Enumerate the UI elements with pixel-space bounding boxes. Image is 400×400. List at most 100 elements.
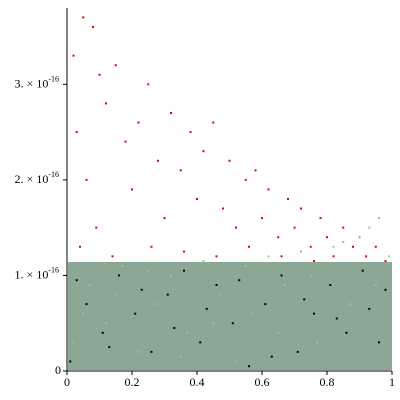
point [222, 207, 224, 210]
point [384, 288, 387, 291]
point [69, 360, 72, 363]
point [348, 303, 351, 306]
point [75, 279, 78, 282]
point [235, 226, 237, 229]
point [202, 150, 205, 153]
point [202, 260, 205, 263]
x-tick-label: 0.8 [320, 375, 335, 389]
point [124, 140, 127, 143]
point [82, 16, 85, 19]
point [316, 341, 319, 344]
point [296, 350, 299, 353]
point [313, 312, 315, 315]
point [345, 331, 348, 334]
point [251, 312, 254, 315]
point [163, 217, 166, 220]
point [248, 365, 250, 368]
point [332, 255, 335, 258]
point [72, 54, 75, 57]
point [231, 322, 234, 325]
point [309, 245, 312, 248]
point [179, 355, 182, 358]
point [235, 360, 237, 363]
point [368, 226, 371, 229]
x-tick-label: 1 [389, 375, 395, 389]
point [186, 331, 189, 334]
point [335, 317, 338, 320]
point [101, 331, 104, 334]
point [179, 169, 182, 172]
point [378, 341, 380, 344]
point [131, 188, 133, 191]
point [378, 217, 380, 220]
point [82, 312, 85, 315]
point [134, 312, 137, 315]
point [199, 341, 202, 344]
point [92, 25, 94, 28]
point [374, 245, 377, 248]
point [108, 346, 111, 349]
y-tick-label: 2. × 10-16 [15, 170, 59, 186]
point [150, 350, 153, 353]
point [277, 236, 280, 239]
point [261, 217, 263, 220]
point [183, 269, 185, 272]
point [215, 283, 218, 286]
y-tick-label: 3. × 10-16 [15, 74, 59, 90]
point [238, 279, 241, 282]
point [342, 226, 345, 229]
point [280, 255, 283, 258]
point [384, 260, 387, 263]
point [342, 240, 345, 243]
point [157, 159, 159, 162]
point [170, 111, 172, 114]
point [248, 245, 250, 248]
point [140, 288, 143, 291]
point [270, 355, 273, 358]
point [98, 73, 101, 76]
point [170, 274, 172, 277]
point [85, 303, 88, 306]
point [264, 303, 267, 306]
point [329, 283, 332, 286]
point [95, 226, 98, 229]
point [267, 188, 270, 191]
point [137, 121, 140, 124]
point [365, 255, 367, 258]
x-tick-label: 0.6 [255, 375, 270, 389]
point [300, 207, 302, 210]
point [244, 178, 247, 181]
point [326, 236, 328, 239]
point [183, 250, 185, 253]
point [228, 159, 231, 162]
point [153, 303, 156, 306]
point [352, 245, 354, 248]
point [277, 331, 280, 334]
point [374, 283, 377, 286]
point [287, 197, 289, 200]
y-tick-label: 0 [55, 363, 61, 377]
point [387, 255, 390, 258]
x-tick-label: 0.4 [190, 375, 205, 389]
x-tick-label: 0 [64, 375, 70, 389]
point [368, 307, 371, 310]
point [137, 350, 140, 353]
point [205, 307, 208, 310]
point [85, 178, 88, 181]
point [300, 250, 302, 253]
point [189, 131, 192, 134]
point [196, 197, 198, 200]
point [114, 293, 117, 296]
point [254, 169, 257, 172]
point [303, 298, 306, 301]
point [173, 326, 176, 329]
point [319, 217, 322, 220]
y-tick-exponent: -16 [48, 170, 59, 179]
point [358, 236, 361, 239]
y-tick-label: 1. × 10-16 [15, 265, 59, 281]
point [267, 255, 270, 258]
point [280, 274, 283, 277]
point [150, 245, 153, 248]
point [75, 131, 78, 134]
